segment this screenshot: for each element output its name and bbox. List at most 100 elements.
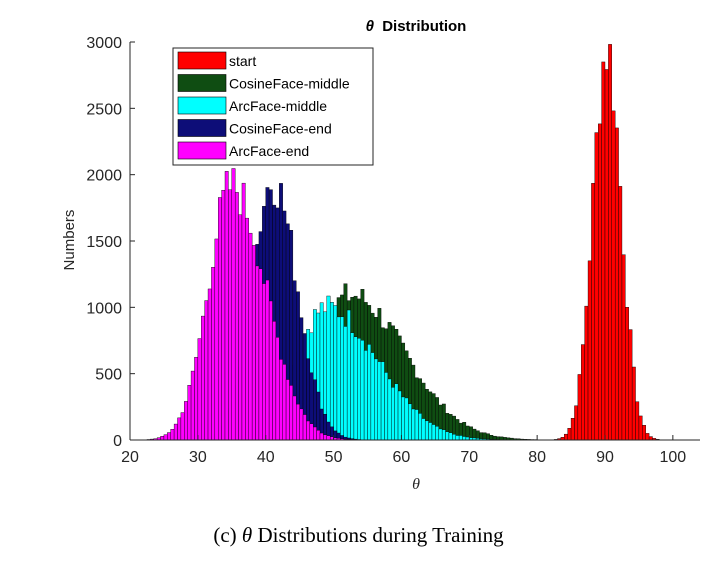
x-tick-label: 80 (528, 449, 546, 466)
bar (631, 366, 636, 441)
bar (302, 414, 307, 441)
bar (357, 338, 361, 441)
bar (350, 332, 355, 441)
bar (570, 418, 575, 441)
bar (441, 429, 446, 441)
x-tick-label: 90 (596, 449, 614, 466)
bar (289, 385, 294, 441)
y-axis-label: Numbers (61, 210, 78, 271)
bar (564, 433, 568, 441)
bar (380, 361, 385, 441)
bar (251, 245, 256, 441)
bar (628, 329, 633, 441)
bar (279, 359, 283, 441)
bar (621, 254, 626, 441)
figure-caption: (c) θ Distributions during Training (0, 523, 717, 548)
bar (370, 352, 375, 441)
bar (170, 429, 175, 441)
bar (160, 436, 165, 441)
bar (340, 316, 344, 441)
legend-swatch (177, 119, 227, 137)
bar (336, 316, 341, 441)
bar (424, 420, 429, 441)
bar (567, 428, 572, 441)
bar (228, 189, 232, 441)
bar (604, 69, 609, 441)
bar (180, 412, 185, 441)
bar (431, 424, 436, 441)
y-tick-label: 1500 (86, 234, 122, 251)
bar (455, 435, 460, 441)
bar (635, 401, 640, 441)
y-tick-label: 1000 (86, 300, 122, 317)
legend-swatch (177, 96, 227, 115)
bar (438, 428, 443, 441)
bar (452, 434, 456, 441)
y-ticks: 0 500 1000 1500 2000 2500 3000 (86, 35, 135, 450)
caption-text: Distributions during Training (257, 523, 504, 547)
bar (224, 171, 229, 441)
bar (211, 267, 216, 441)
x-tick-label: 70 (460, 449, 478, 466)
bar (363, 350, 368, 441)
bar (591, 183, 596, 441)
legend-label: start (229, 53, 256, 69)
bar (194, 357, 199, 441)
caption-prefix: (c) (213, 523, 237, 547)
x-tick-label: 30 (189, 449, 207, 466)
bar (377, 361, 382, 441)
bar (584, 305, 589, 441)
x-ticks: 20 30 40 50 60 70 80 90 100 (121, 435, 686, 466)
bar (435, 426, 439, 441)
bar (408, 403, 412, 441)
bar (608, 44, 612, 441)
bar (458, 435, 463, 441)
bar (587, 260, 592, 441)
x-axis-label: θ (412, 476, 420, 493)
legend-swatch (177, 74, 227, 92)
bar (207, 288, 212, 441)
bar (275, 337, 280, 441)
histogram-chart: 20 30 40 50 60 70 80 90 100 0 500 1000 1500 2000 2500… (61, 18, 700, 493)
bar (638, 415, 643, 441)
bar (448, 432, 453, 441)
bar (296, 403, 300, 441)
bar (394, 383, 399, 441)
bar (577, 374, 582, 441)
bar (618, 186, 623, 441)
legend-swatch (177, 51, 227, 70)
x-tick-label: 60 (393, 449, 411, 466)
bar (411, 408, 416, 441)
bar (231, 168, 236, 441)
bar (173, 423, 178, 441)
bar (581, 344, 585, 441)
y-tick-label: 3000 (86, 35, 122, 52)
y-tick-label: 2000 (86, 168, 122, 185)
bar (272, 321, 277, 441)
bar (323, 434, 327, 441)
bar (462, 436, 467, 441)
x-tick-label: 50 (325, 449, 343, 466)
bar (234, 192, 239, 441)
bar (374, 358, 378, 441)
bar (319, 432, 324, 441)
bar (309, 423, 314, 441)
bar (214, 238, 219, 441)
bar (201, 315, 205, 441)
bar (401, 396, 406, 441)
bar (299, 408, 304, 441)
legend: start CosineFace-middle ArcFace-middle Cosi… (172, 47, 374, 166)
series-arcface-end (146, 168, 355, 441)
bar (221, 189, 226, 441)
legend-label: CosineFace-middle (229, 76, 350, 92)
chart-title-symbol: θ (366, 18, 375, 35)
bar (218, 197, 222, 441)
bar (241, 182, 246, 441)
bar (190, 370, 195, 441)
bar (421, 418, 426, 441)
bar (343, 326, 348, 441)
bar (248, 232, 253, 441)
bar (625, 307, 629, 441)
bar (574, 405, 579, 441)
bar (285, 379, 290, 441)
